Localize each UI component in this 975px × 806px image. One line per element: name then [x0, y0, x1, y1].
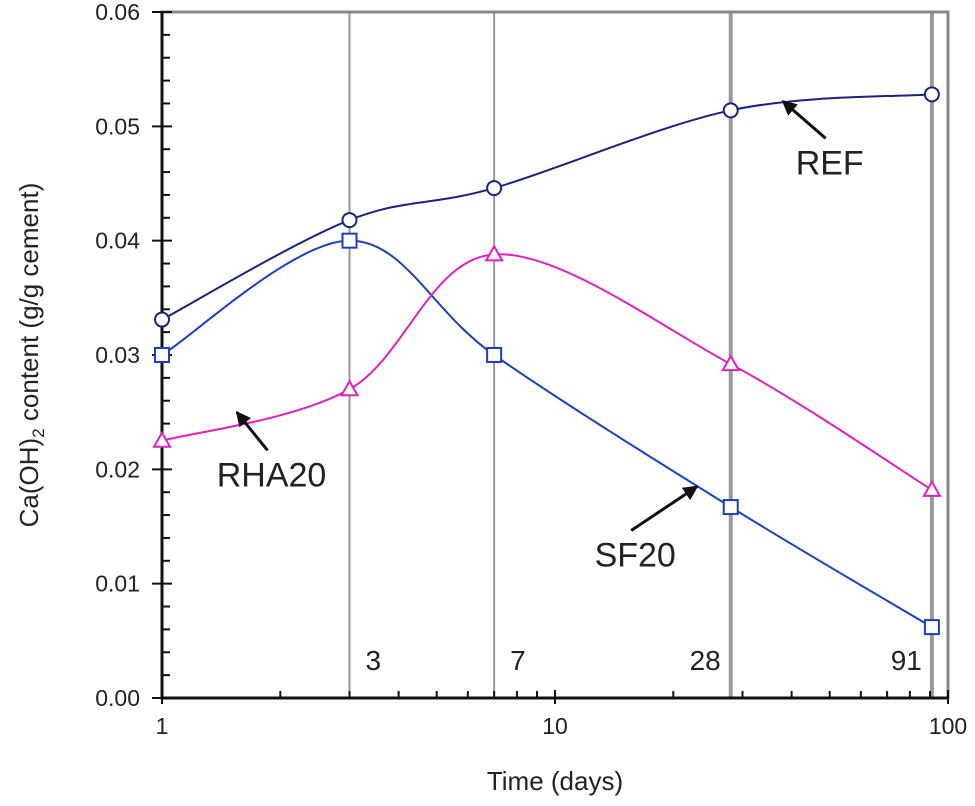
data-point-ref: [923, 86, 940, 103]
series-line-ref: [161, 93, 932, 321]
age-label: 91: [891, 645, 922, 676]
y-tick-label: 0.02: [95, 456, 140, 482]
data-point-sf20: [486, 347, 503, 363]
data-point-ref: [154, 311, 170, 328]
data-point-rha20: [484, 244, 504, 262]
data-point-rha20: [339, 379, 360, 397]
age-label: 3: [366, 645, 382, 676]
x-axis-label: Time (days): [487, 766, 623, 796]
x-tick-label: 100: [929, 713, 967, 739]
annotation-arrow: [235, 410, 269, 452]
data-point-rha20: [721, 354, 741, 372]
x-tick-label: 1: [156, 713, 169, 739]
data-point-ref: [486, 180, 503, 197]
annotation-label-rha20: RHA20: [217, 456, 327, 494]
y-axis-label: Ca(OH)2 content (g/g cement): [14, 183, 48, 528]
data-point-sf20: [341, 232, 358, 249]
y-tick-label: 0.03: [95, 342, 140, 368]
series-line-sf20: [161, 239, 933, 628]
data-point-ref: [341, 212, 358, 229]
annotation-label-sf20: SF20: [595, 537, 676, 575]
y-tick-label: 0.06: [95, 0, 140, 25]
y-tick-label: 0.01: [95, 571, 140, 597]
y-tick-label: 0.05: [95, 113, 140, 139]
data-point-rha20: [152, 430, 172, 448]
y-tick-label: 0.00: [95, 685, 140, 711]
y-tick-label: 0.04: [95, 228, 140, 254]
annotation-label-ref: REF: [796, 144, 864, 182]
data-point-sf20: [923, 619, 940, 636]
data-point-ref: [722, 102, 739, 119]
age-label: 28: [690, 645, 721, 676]
x-tick-label: 10: [542, 713, 568, 739]
plot-frame: [160, 10, 950, 700]
data-point-sf20: [154, 347, 170, 363]
series-line-rha20: [161, 253, 933, 491]
annotation-arrow: [781, 100, 827, 140]
age-label: 7: [510, 645, 526, 676]
annotation-arrow: [630, 485, 699, 532]
data-point-rha20: [922, 479, 942, 497]
data-point-sf20: [722, 499, 739, 516]
